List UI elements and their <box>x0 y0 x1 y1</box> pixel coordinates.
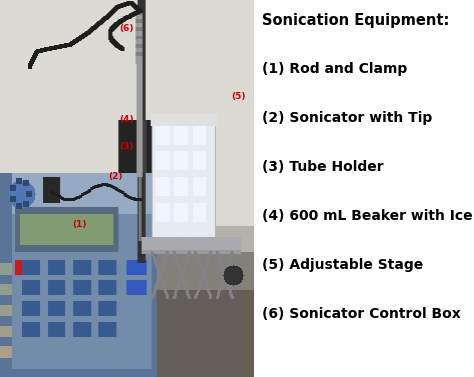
Text: (1): (1) <box>73 220 87 229</box>
Text: (2): (2) <box>108 172 123 181</box>
Text: (4): (4) <box>119 115 134 124</box>
Text: (6): (6) <box>119 24 134 33</box>
Text: (4) 600 mL Beaker with Ice: (4) 600 mL Beaker with Ice <box>263 209 473 223</box>
Text: Sonication Equipment:: Sonication Equipment: <box>263 13 450 28</box>
Text: (3) Tube Holder: (3) Tube Holder <box>263 160 384 174</box>
Text: (5): (5) <box>231 92 246 101</box>
Text: (5) Adjustable Stage: (5) Adjustable Stage <box>263 258 424 272</box>
Text: (3): (3) <box>119 142 134 151</box>
Text: (2) Sonicator with Tip: (2) Sonicator with Tip <box>263 111 433 125</box>
Text: (1) Rod and Clamp: (1) Rod and Clamp <box>263 62 408 76</box>
Text: (6) Sonicator Control Box: (6) Sonicator Control Box <box>263 307 461 321</box>
